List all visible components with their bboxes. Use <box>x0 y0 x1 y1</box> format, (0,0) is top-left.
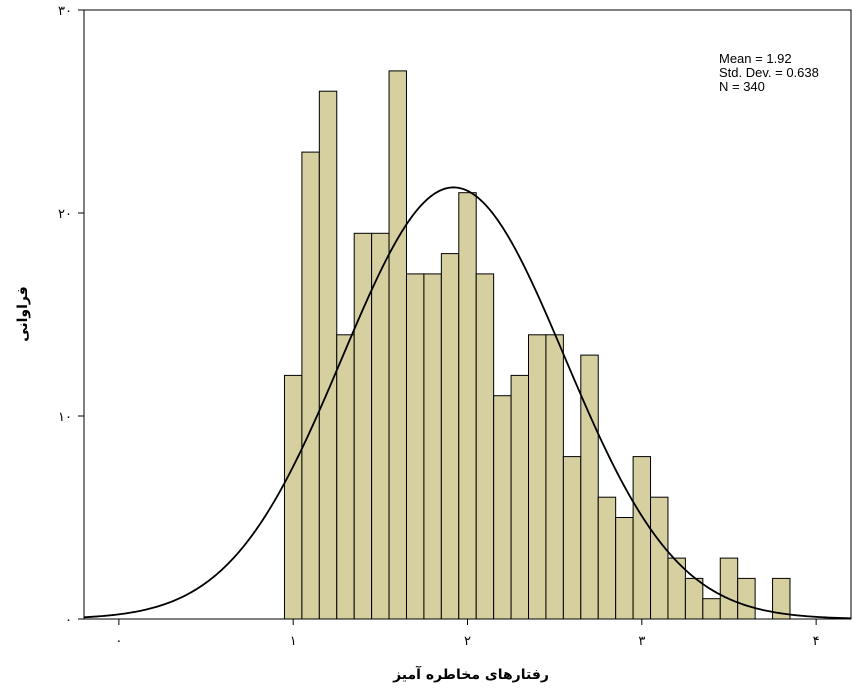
x-tick-label-2: ۲ <box>464 634 471 649</box>
histogram-bar-14 <box>528 334 547 620</box>
histogram-bar-3 <box>336 334 355 620</box>
y-axis-title: فراوانی <box>15 286 31 342</box>
y-tick-label-2: ۲۰ <box>58 207 72 222</box>
x-tick-label-1: ۱ <box>290 634 297 649</box>
bars-group <box>283 70 791 620</box>
ticks-group: ۰ ۱۰ ۲۰ ۳۰ ۰ ۱ ۲ ۳ ۴ <box>58 4 820 649</box>
histogram-bar-0 <box>283 374 303 620</box>
histogram-bar-20 <box>632 456 652 620</box>
histogram-bar-24 <box>702 598 721 620</box>
stats-mean: Mean = 1.92 <box>719 51 792 66</box>
histogram-bar-12 <box>493 395 512 620</box>
histogram-bar-11 <box>475 273 495 620</box>
histogram-bar-7 <box>405 273 425 620</box>
histogram-bar-23 <box>684 577 704 620</box>
y-tick-label-0: ۰ <box>65 613 72 628</box>
histogram-bar-19 <box>615 517 634 620</box>
x-tick-label-4: ۴ <box>813 634 820 649</box>
histogram-bar-17 <box>580 354 599 620</box>
histogram-bar-25 <box>719 557 739 620</box>
histogram-bar-6 <box>388 70 407 620</box>
histogram-bar-5 <box>371 232 390 620</box>
y-tick-label-3: ۳۰ <box>58 4 72 19</box>
stats-n: N = 340 <box>719 79 765 94</box>
histogram-bar-16 <box>562 456 582 620</box>
histogram-bar-9 <box>440 253 460 620</box>
x-tick-label-0: ۰ <box>115 634 122 649</box>
x-axis-title: رفتارهای مخاطره آمیز <box>392 665 549 683</box>
histogram-bar-21 <box>650 496 669 620</box>
y-tick-label-1: ۱۰ <box>58 410 72 425</box>
histogram-bar-4 <box>353 232 373 620</box>
normal-curve <box>83 186 852 620</box>
stats-sd: Std. Dev. = 0.638 <box>719 65 819 80</box>
histogram-bar-2 <box>318 90 338 620</box>
histogram-bar-13 <box>510 374 530 620</box>
histogram-bar-8 <box>423 273 442 620</box>
histogram-bar-10 <box>458 192 477 620</box>
stats-box: Mean = 1.92 Std. Dev. = 0.638 N = 340 <box>719 51 819 94</box>
histogram-bar-18 <box>597 496 617 620</box>
histogram-bar-26 <box>737 577 756 620</box>
histogram-bar-1 <box>301 151 320 620</box>
x-tick-label-3: ۳ <box>638 634 645 649</box>
histogram-bar-15 <box>545 334 564 620</box>
